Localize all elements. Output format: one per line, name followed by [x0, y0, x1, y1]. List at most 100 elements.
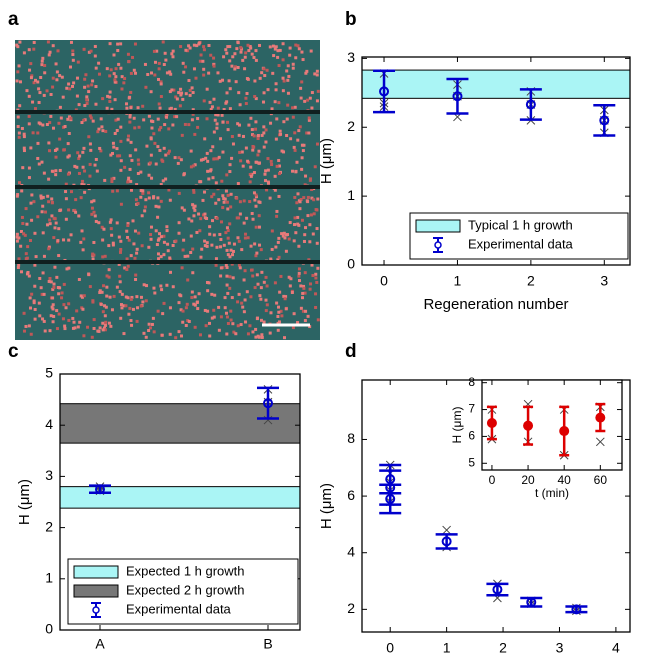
cell	[275, 88, 278, 91]
cell	[182, 239, 185, 242]
cell	[169, 199, 172, 202]
cell	[294, 106, 297, 109]
cell	[121, 293, 124, 296]
cell	[119, 169, 122, 172]
cell	[133, 69, 136, 72]
cell	[106, 274, 109, 277]
cell	[18, 136, 21, 139]
cell	[47, 200, 50, 203]
cell	[293, 312, 296, 315]
cell	[109, 296, 112, 299]
cell	[243, 222, 246, 225]
x-tick-label: 0	[380, 273, 388, 289]
cell	[221, 206, 224, 209]
cell	[112, 242, 115, 245]
cell	[298, 267, 301, 270]
cell	[147, 191, 150, 194]
cell	[208, 281, 211, 284]
cell	[184, 123, 187, 126]
legend-label: Experimental data	[126, 601, 232, 616]
cell	[285, 69, 288, 72]
cell	[96, 170, 99, 173]
cell	[244, 233, 247, 236]
cell	[41, 57, 44, 60]
cell	[144, 205, 147, 208]
cell	[199, 256, 202, 259]
cell	[246, 77, 249, 80]
cell	[296, 216, 299, 219]
cell	[119, 317, 122, 320]
cell	[79, 241, 82, 244]
cell	[133, 117, 136, 120]
cell	[313, 212, 316, 215]
cell	[81, 308, 84, 311]
cell	[38, 302, 41, 305]
cell	[133, 257, 136, 260]
legend-swatch	[74, 566, 118, 578]
cell	[231, 253, 234, 256]
cell	[171, 123, 174, 126]
cell	[144, 86, 147, 89]
cell	[94, 85, 97, 88]
cell	[82, 237, 85, 240]
cell	[239, 200, 242, 203]
cell	[67, 319, 70, 322]
cell	[254, 328, 257, 331]
cell	[261, 336, 264, 339]
cell	[25, 223, 28, 226]
y-tick-label: 0	[347, 256, 355, 272]
cell	[226, 91, 229, 94]
cell	[278, 256, 281, 259]
cell	[153, 50, 156, 53]
cell	[289, 284, 292, 287]
cell	[74, 198, 77, 201]
cell	[125, 230, 128, 233]
y-tick-label: 6	[347, 487, 355, 503]
cell	[125, 102, 128, 105]
y-tick-label: 8	[468, 375, 475, 389]
cell	[278, 172, 281, 175]
cell	[89, 285, 92, 288]
cell	[293, 239, 296, 242]
cell	[239, 266, 242, 269]
cell	[225, 173, 228, 176]
cell	[140, 305, 143, 308]
cell	[63, 325, 66, 328]
cell	[68, 154, 71, 157]
cell	[83, 191, 86, 194]
cell	[23, 149, 26, 152]
cell	[102, 284, 105, 287]
cell	[134, 274, 137, 277]
cell	[216, 122, 219, 125]
cell	[116, 286, 119, 289]
cell	[258, 244, 261, 247]
cell	[156, 216, 159, 219]
cell	[34, 318, 37, 321]
cell	[171, 55, 174, 58]
cell	[214, 119, 217, 122]
cell	[141, 189, 144, 192]
cell	[126, 236, 129, 239]
cell	[28, 167, 31, 170]
cell	[213, 131, 216, 134]
x-tick-label: 0	[386, 640, 394, 656]
cell	[299, 284, 302, 287]
cell	[297, 245, 300, 248]
channel-wall	[15, 110, 320, 114]
cell	[244, 237, 247, 240]
cell	[30, 333, 33, 336]
cell	[193, 209, 196, 212]
cell	[39, 195, 42, 198]
cell	[76, 77, 79, 80]
cell	[132, 308, 135, 311]
cell	[104, 314, 107, 317]
cell	[87, 273, 90, 276]
cell	[266, 303, 269, 306]
cell	[182, 71, 185, 74]
cell	[145, 299, 148, 302]
cell	[78, 155, 81, 158]
cell	[216, 71, 219, 74]
cell	[229, 87, 232, 90]
cell	[16, 240, 19, 243]
cell	[130, 159, 133, 162]
